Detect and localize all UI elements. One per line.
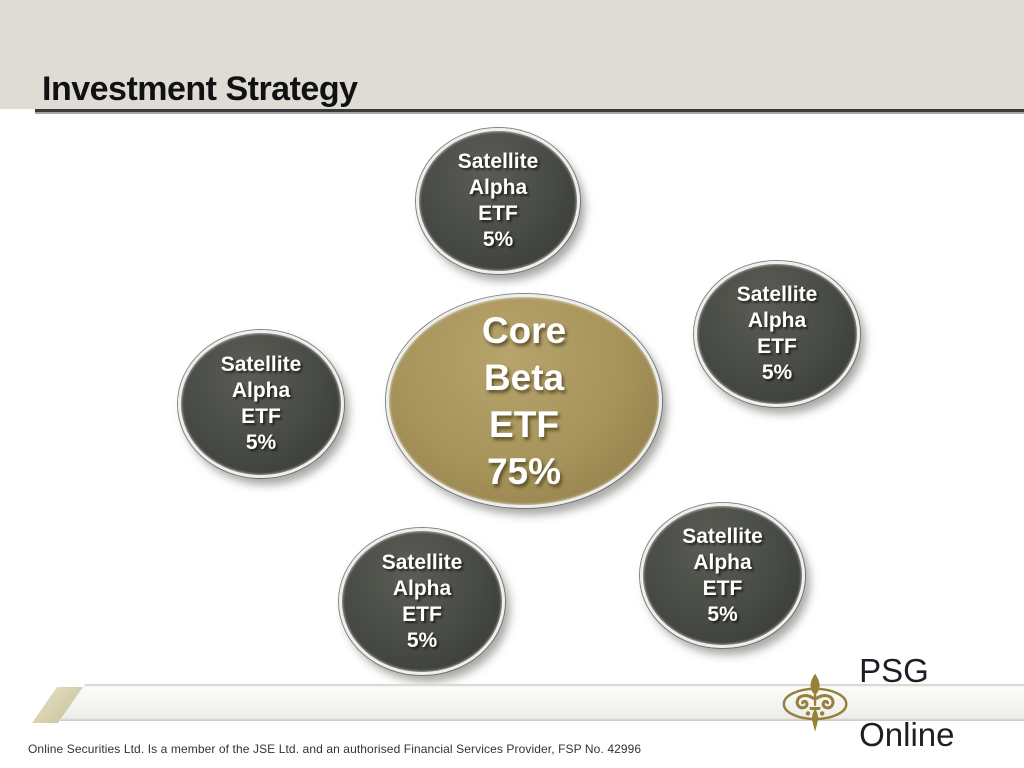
logo-text: PSG Online [859,652,955,753]
node-allocation: 5% [482,228,514,251]
node-line: ETF [702,576,743,600]
satellite-node-left: Satellite Alpha ETF 5% [178,330,344,478]
node-line: ETF [402,602,442,626]
node-line: Alpha [468,176,528,199]
node-line: ETF [489,404,559,445]
node-line: Satellite [381,550,463,574]
node-line: Satellite [736,283,818,306]
node-line: Alpha [747,309,807,332]
psg-online-logo: PSG Online [781,652,1024,753]
node-line: Satellite [682,524,763,548]
node-line: Beta [483,357,565,398]
node-allocation: 5% [245,431,277,454]
node-line: Alpha [693,550,752,574]
satellite-node-upper-right: Satellite Alpha ETF 5% [694,261,860,407]
node-line: Satellite [457,150,539,173]
title-underline [35,109,1024,112]
footer-disclaimer: Online Securities Ltd. Is a member of th… [28,742,642,756]
node-line: ETF [757,335,797,358]
page-title: Investment Strategy [42,70,358,108]
node-allocation: 5% [406,628,438,652]
node-line: Alpha [231,379,291,402]
slide-header: Investment Strategy [0,0,1024,109]
node-line: ETF [241,405,281,428]
node-line: ETF [478,202,518,225]
core-node: Core Beta ETF 75% [386,294,662,508]
satellite-node-bottom-right: Satellite Alpha ETF 5% [640,503,805,648]
node-allocation: 75% [486,451,562,492]
node-line: Alpha [392,576,452,600]
satellite-node-top: Satellite Alpha ETF 5% [416,128,580,274]
node-line: Satellite [220,353,302,376]
node-allocation: 5% [761,361,793,384]
fleur-de-lis-icon [782,673,848,732]
footer-stripe [60,684,1024,721]
footer-band [0,684,1024,723]
satellite-node-bottom-middle: Satellite Alpha ETF 5% [339,528,505,675]
node-allocation: 5% [707,602,738,626]
node-line: Core [481,310,567,351]
